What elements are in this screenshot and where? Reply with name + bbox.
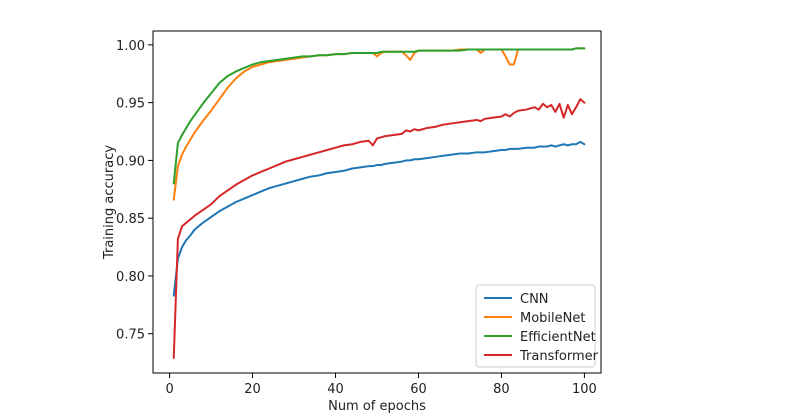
legend-label-efficientnet: EfficientNet [520,330,596,345]
series-line-transformer [172,98,586,359]
legend-label-transformer: Transformer [519,349,599,364]
plot-frame [152,30,602,374]
series-line-efficientnet [172,47,586,185]
legend-label-cnn: CNN [520,292,549,307]
y-tick-label: 0.80 [116,270,145,285]
x-tick-label: 60 [410,382,427,397]
y-axis-label: Training accuracy [102,145,117,260]
legend-label-mobilenet: MobileNet [520,311,585,326]
x-axis-ticks: 0 20 40 60 80 100 [165,373,597,397]
x-tick-label: 40 [327,382,344,397]
legend: CNN MobileNet EfficientNet Transformer [475,284,599,368]
y-tick-label: 0.75 [116,328,145,343]
series-line-cnn [172,140,586,297]
legend-box [475,284,596,368]
x-tick-label: 80 [493,382,510,397]
y-tick-label: 0.90 [116,154,145,169]
x-tick-label: 20 [244,382,261,397]
x-tick-label: 0 [165,382,173,397]
y-axis-ticks: 0.75 0.80 0.85 0.90 0.95 1.00 [116,39,153,343]
y-tick-label: 0.85 [116,212,145,227]
series-layer [172,47,586,359]
x-tick-label: 100 [572,382,597,397]
y-tick-label: 0.95 [116,97,145,112]
x-axis-label: Num of epochs [328,399,426,414]
y-tick-label: 1.00 [116,39,145,54]
